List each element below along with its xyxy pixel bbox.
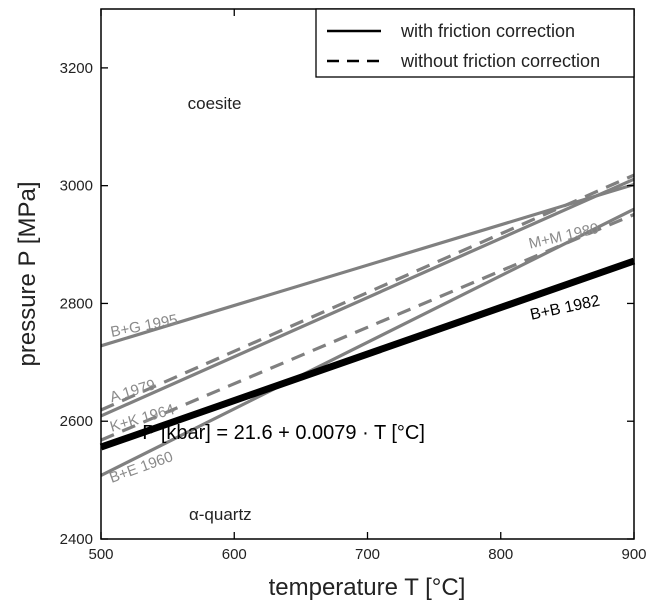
legend-label-with-friction: with friction correction — [400, 21, 575, 41]
series-line-b-b-1982 — [99, 257, 636, 451]
y-tick-label: 3200 — [60, 60, 93, 77]
series-line-k-k-1964 — [100, 213, 635, 442]
series-line-b-e-1960 — [100, 207, 635, 477]
x-axis-title: temperature T [°C] — [269, 574, 466, 601]
series-label-m-m-1980: M+M 1980 — [527, 220, 600, 253]
series-line-a-1979 — [100, 173, 635, 412]
series-label-b-g-1995: B+G 1995 — [109, 311, 179, 341]
y-tick-label: 3000 — [60, 178, 93, 195]
legend-box — [315, 8, 635, 78]
x-tick-label: 700 — [355, 546, 380, 563]
y-tick-label: 2600 — [60, 413, 93, 430]
legend: with friction correction without frictio… — [315, 8, 635, 78]
plot-frame — [100, 8, 635, 540]
y-tick-label: 2400 — [60, 531, 93, 548]
series-line-unlabeled-2 — [100, 177, 635, 418]
series-layer — [99, 173, 636, 477]
y-tick-label: 2800 — [60, 295, 93, 312]
region-label-coesite: coesite — [188, 94, 242, 113]
x-tick-label: 800 — [488, 546, 513, 563]
region-label-quartz: α-quartz — [189, 505, 252, 524]
equation-annotation: P [kbar] = 21.6 + 0.0079 · T [°C] — [142, 422, 425, 444]
x-tick-label: 600 — [222, 546, 247, 563]
y-axis-title: pressure P [MPa] — [14, 182, 41, 367]
legend-label-without-friction: without friction correction — [400, 51, 600, 71]
x-tick-label: 900 — [621, 546, 646, 563]
x-tick-label: 500 — [88, 546, 113, 563]
ticks-layer: 500 600 700 800 900 2400 2600 2800 3000 3200 — [60, 9, 647, 563]
series-line-b-g-1995 — [100, 182, 635, 348]
